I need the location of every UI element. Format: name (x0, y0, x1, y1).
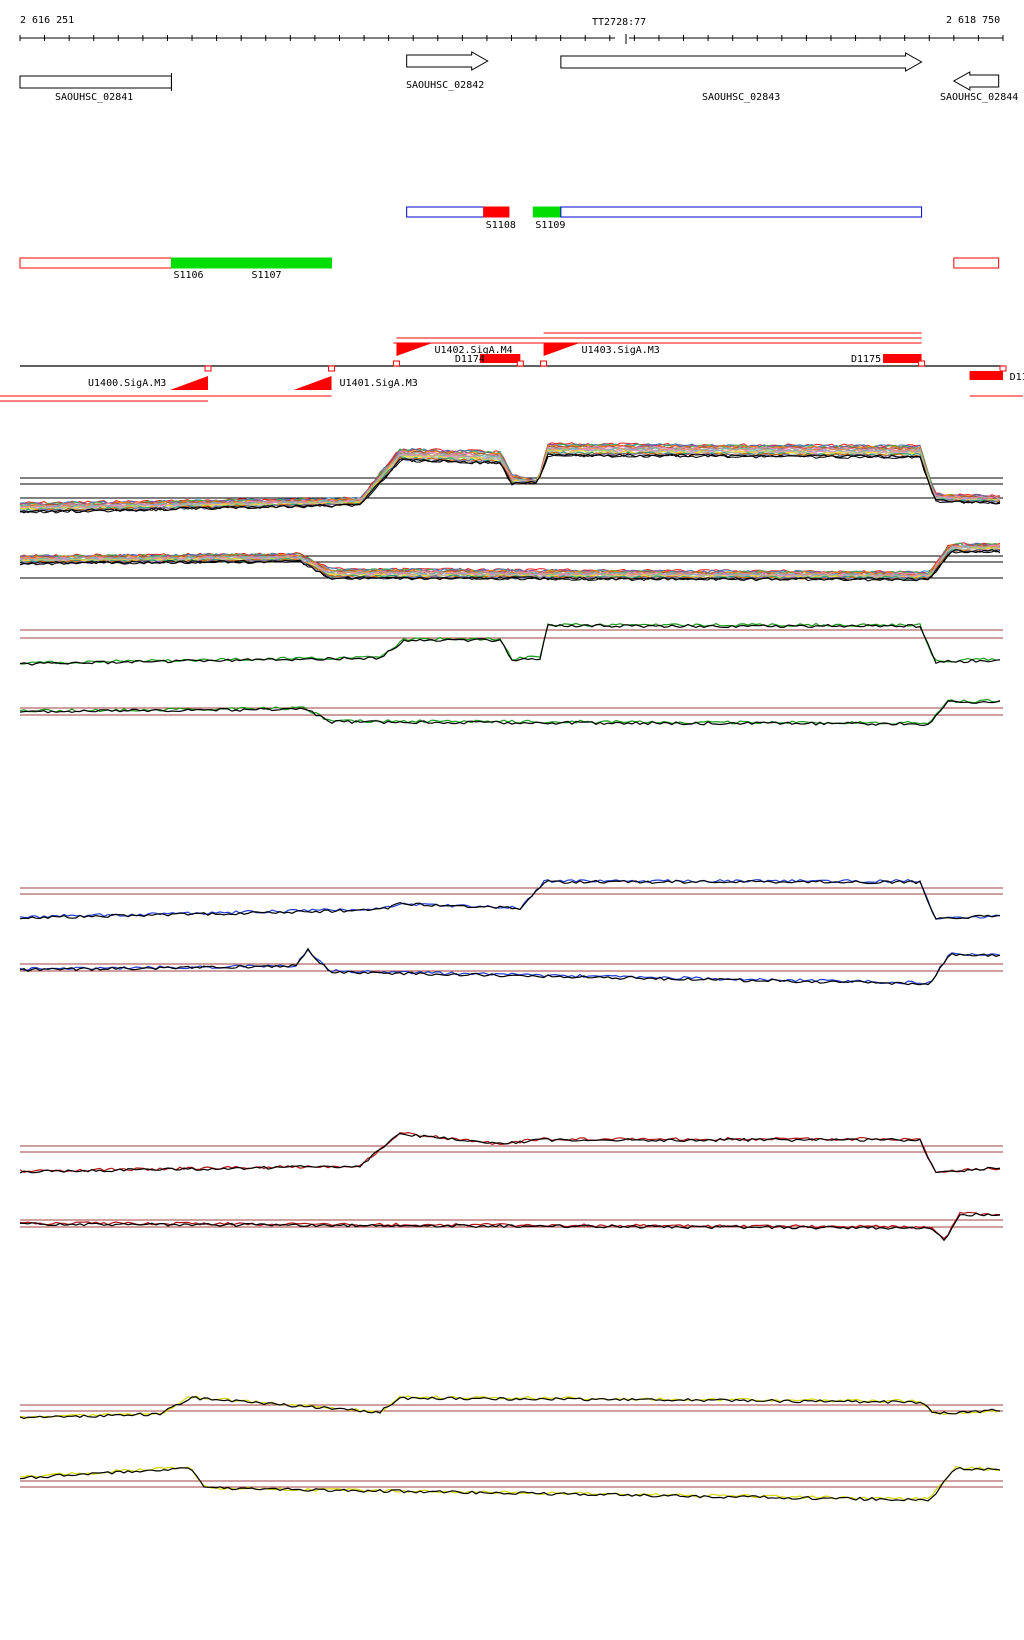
ruler-start-label: 2 616 251 (20, 15, 74, 26)
terminator-box (969, 371, 1003, 380)
gene-label: SAOUHSC_02841 (55, 92, 133, 103)
promoter-tick (392, 360, 400, 367)
profile-line (19, 549, 1001, 582)
terminator-tick (918, 360, 926, 367)
feature-d117[interactable]: D117 (969, 365, 1024, 383)
gene-SAOUHSC_02841[interactable]: SAOUHSC_02841 (19, 73, 172, 103)
coordinate-ruler: 2 616 251 TT2728:77 2 618 750 (19, 15, 1004, 44)
ruler-marker-label: TT2728:77 (592, 17, 646, 28)
profile-line (19, 453, 1001, 514)
feature-d1175[interactable]: D1175 (851, 354, 926, 367)
feature-u1401-siga-m3[interactable]: U1401.SigA.M3 (293, 365, 418, 390)
terminator-box (883, 354, 922, 363)
segment-label: S1108 (486, 220, 516, 231)
segment[interactable]: S1108 (483, 206, 516, 231)
terminator-tick (999, 365, 1007, 372)
feature-u1402-siga-m4[interactable]: U1402.SigA.M4 (392, 343, 513, 367)
gene-box (19, 75, 172, 89)
feature-label: U1400.SigA.M3 (88, 378, 166, 389)
promoter-flag (543, 343, 580, 356)
feature-label: D1174 (455, 354, 485, 365)
segment-label: S1106 (173, 270, 203, 281)
gene-label: SAOUHSC_02843 (702, 92, 780, 103)
profile-line (19, 878, 1001, 920)
segment-track: S1108 S1109 S1106 S1107 (19, 206, 1000, 281)
profile-line (19, 1396, 1001, 1420)
feature-label: D117 (1010, 372, 1024, 383)
terminator-box (479, 354, 521, 363)
profile-line (19, 1132, 1001, 1174)
promoter-tick (204, 365, 212, 372)
blue-minus-track (19, 947, 1003, 986)
gene-SAOUHSC_02844[interactable]: SAOUHSC_02844 (940, 71, 1018, 103)
green-minus-track (19, 698, 1003, 727)
gene-label: SAOUHSC_02842 (406, 80, 484, 91)
promoter-flag (396, 343, 433, 356)
gene-arrow (560, 52, 923, 72)
feature-label: U1401.SigA.M3 (340, 378, 418, 389)
multi-sample-minus-track (19, 542, 1003, 582)
segment[interactable] (406, 206, 485, 218)
promoter-flag (170, 376, 209, 390)
feature-label: U1402.SigA.M4 (434, 345, 512, 356)
ruler-end-label: 2 618 750 (946, 15, 1000, 26)
profile-line (19, 1466, 1001, 1502)
darkred-minus-track (19, 1211, 1003, 1242)
ruler-ticks (19, 34, 1004, 44)
promoter-tick (328, 365, 336, 372)
promoter-tick (540, 360, 548, 367)
terminator-tick (516, 360, 524, 367)
yellow-plus-track (19, 1395, 1003, 1420)
profile-line (19, 623, 1001, 666)
segment-box (560, 206, 923, 218)
profile-line (19, 453, 1001, 514)
profile-line (19, 879, 1001, 920)
segment[interactable] (953, 257, 1000, 269)
profile-line (19, 451, 1001, 513)
feature-u1403-siga-m3[interactable]: U1403.SigA.M3 (540, 343, 660, 367)
feature-d1174[interactable]: D1174 (455, 354, 524, 367)
gene-label: SAOUHSC_02844 (940, 92, 1018, 103)
expression-profile-tracks (19, 442, 1003, 1502)
segment[interactable] (19, 257, 172, 269)
profile-line (19, 1395, 1001, 1419)
segment-label: S1109 (535, 220, 565, 231)
profile-line (19, 948, 1001, 985)
profile-line (19, 622, 1001, 665)
feature-label: D1175 (851, 354, 881, 365)
green-plus-track (19, 622, 1003, 666)
segment-box (406, 206, 485, 218)
feature-label: U1403.SigA.M3 (582, 345, 660, 356)
feature-u1400-siga-m3[interactable]: U1400.SigA.M3 (88, 365, 212, 390)
segment-box (170, 257, 333, 269)
segment-box (953, 257, 1000, 269)
segment[interactable] (560, 206, 923, 218)
multi-sample-plus-track (19, 442, 1003, 514)
blue-plus-track (19, 878, 1003, 920)
profile-line (19, 452, 1001, 514)
gene-track: SAOUHSC_02841 SAOUHSC_02842 SAOUHSC_02843 S… (19, 51, 1018, 103)
feature-track: U1402.SigA.M4 U1403.SigA.M3 U1400.SigA.M3 U… (0, 332, 1024, 402)
promoter-flag (293, 376, 332, 390)
gene-SAOUHSC_02843[interactable]: SAOUHSC_02843 (560, 52, 923, 103)
profile-line (19, 947, 1001, 986)
gene-SAOUHSC_02842[interactable]: SAOUHSC_02842 (406, 51, 489, 91)
gene-arrow (952, 71, 1000, 91)
segment-label: S1107 (251, 270, 281, 281)
profile-line (19, 1465, 1001, 1501)
gene-arrow (406, 51, 489, 71)
profile-line (19, 1212, 1001, 1242)
segment-box (483, 206, 510, 218)
segment-box (532, 206, 562, 218)
segment[interactable]: S1106 S1107 (170, 257, 333, 281)
yellow-minus-track (19, 1465, 1003, 1502)
profile-line (19, 700, 1001, 727)
darkred-plus-track (19, 1131, 1003, 1174)
segment-box (19, 257, 172, 269)
